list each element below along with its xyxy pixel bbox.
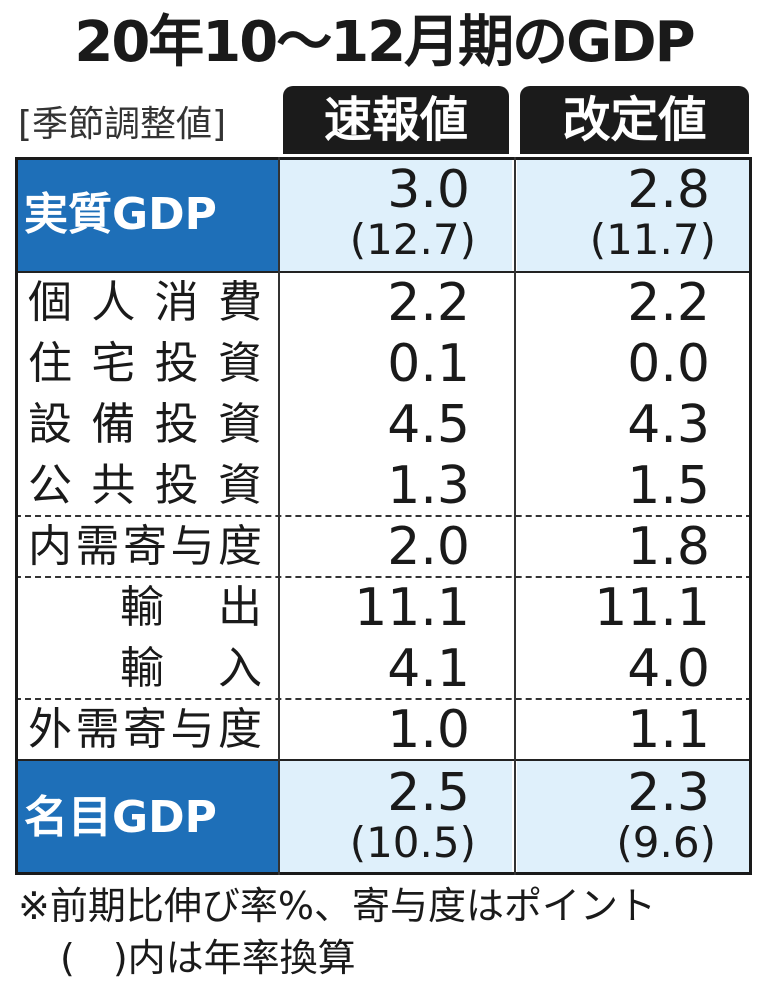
row-label: 名目GDP [24,791,217,843]
row-label: 設備投資 [28,398,282,450]
value: 0.0 [627,334,710,394]
row-label: 個人消費 [28,276,282,328]
column-divider [514,157,516,875]
row-label: 住宅投資 [28,337,282,389]
value: 1.0 [387,700,470,760]
value: 2.2 [627,273,710,333]
row-label: 実質GDP [24,188,217,240]
row-label: 内需寄与度 [28,520,266,572]
value: 1.3 [387,456,470,516]
label-cell [15,760,278,875]
annual-value: (10.5) [349,818,476,867]
value: 4.1 [387,639,470,699]
row-divider [15,698,752,700]
row-divider [15,271,752,273]
annual-value: (11.7) [589,215,716,264]
annual-value: (9.6) [616,818,716,867]
note: ※前期比伸び率%、寄与度はポイント [18,884,656,928]
row-divider [15,515,752,517]
column-header: 速報値 [283,86,509,154]
value: 3.0 [387,160,470,220]
value: 11.1 [594,578,710,638]
value: 1.1 [627,700,710,760]
value: 2.5 [387,763,470,823]
row-divider [15,576,752,578]
title: 20年10～12月期のGDP [74,10,695,75]
value-cell [517,157,752,272]
value: 0.1 [387,334,470,394]
value: 4.3 [627,395,710,455]
value: 4.5 [387,395,470,455]
value-cell [280,157,512,272]
column-header: 改定値 [520,86,749,154]
row-label: 輸出 [120,581,316,633]
value: 2.2 [387,273,470,333]
value-cell [280,760,512,875]
annual-value: (12.7) [349,215,476,264]
value-cell [517,760,752,875]
value: 2.3 [627,763,710,823]
note: ( )内は年率換算 [60,936,356,980]
row-label: 外需寄与度 [28,703,266,755]
corner-label: [季節調整値] [18,104,227,145]
value: 1.5 [627,456,710,516]
column-divider [278,157,280,875]
value: 1.8 [627,517,710,577]
value: 2.0 [387,517,470,577]
row-divider [15,759,752,761]
value: 11.1 [354,578,470,638]
label-cell [15,157,278,272]
table-border [15,157,752,875]
value: 2.8 [627,160,710,220]
value: 4.0 [627,639,710,699]
row-label: 公共投資 [28,459,282,511]
row-label: 輸入 [120,642,316,694]
